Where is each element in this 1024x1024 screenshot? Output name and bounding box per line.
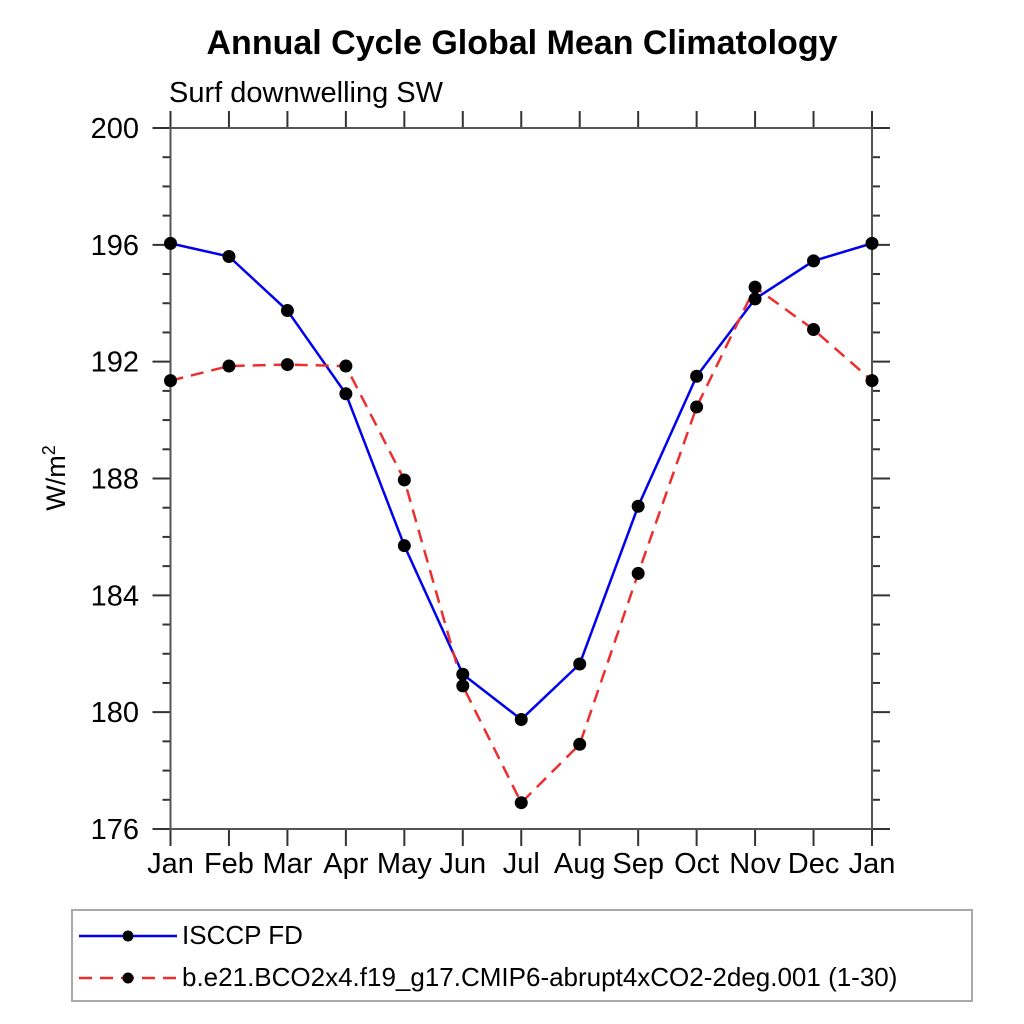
y-tick-label: 176 — [91, 814, 139, 846]
data-point — [456, 679, 470, 693]
x-tick-label: Feb — [204, 848, 254, 880]
data-point — [631, 566, 645, 580]
x-tick-label: Nov — [729, 848, 781, 880]
y-tick-label: 192 — [91, 347, 139, 379]
data-point — [573, 737, 587, 751]
data-point — [280, 358, 294, 372]
legend-line-sample-dashed — [79, 972, 177, 983]
y-axis-ticks — [152, 127, 890, 830]
y-tick-label: 184 — [91, 580, 139, 612]
x-axis-tick-labels: Jan Feb Mar Apr May Jun Jul Aug Sep Oct Nov Dec Jan — [147, 848, 895, 880]
data-point — [222, 359, 236, 373]
series-markers-0 — [164, 236, 879, 726]
data-point — [339, 359, 353, 373]
data-point — [164, 236, 177, 250]
y-axis-label: W/m2 — [39, 378, 75, 578]
data-point — [164, 374, 177, 388]
y-axis-label-sup: 2 — [39, 445, 59, 456]
legend-marker-dot — [122, 930, 134, 941]
y-axis-tick-labels: 176 180 184 188 192 196 200 — [91, 113, 139, 846]
x-tick-label: May — [377, 848, 432, 880]
plot-frame — [169, 127, 873, 830]
data-point — [690, 369, 704, 383]
legend-label: b.e21.BCO2x4.f19_g17.CMIP6-abrupt4xCO2-2… — [182, 962, 898, 992]
data-point — [748, 292, 762, 306]
x-tick-label: Jul — [503, 848, 540, 880]
data-point — [690, 400, 704, 414]
data-point — [865, 236, 879, 250]
legend-item: ISCCP FD — [77, 920, 303, 950]
series-markers-1 — [164, 280, 879, 810]
chart-subtitle: Surf downwelling SW — [169, 77, 443, 109]
data-point — [807, 323, 821, 337]
x-tick-label: Jun — [439, 848, 486, 880]
x-tick-label: Dec — [788, 848, 840, 880]
data-point — [397, 473, 411, 487]
data-point — [222, 250, 236, 264]
data-point — [280, 304, 294, 318]
legend-line-sample-solid — [79, 930, 177, 941]
y-axis-label-base: W/m — [41, 455, 71, 511]
y-tick-label: 200 — [91, 113, 139, 145]
x-tick-label: Apr — [323, 848, 368, 880]
chart-title: Annual Cycle Global Mean Climatology — [206, 24, 838, 62]
data-point — [397, 539, 411, 553]
data-point — [514, 712, 528, 726]
x-axis-ticks — [169, 111, 873, 846]
x-tick-label: Oct — [674, 848, 719, 880]
data-point — [456, 667, 470, 681]
data-point — [573, 657, 587, 671]
data-point — [514, 796, 528, 810]
data-point — [339, 387, 353, 401]
data-point — [865, 374, 879, 388]
x-tick-label: Sep — [612, 848, 664, 880]
data-point — [748, 280, 762, 294]
legend-item: b.e21.BCO2x4.f19_g17.CMIP6-abrupt4xCO2-2… — [77, 962, 898, 992]
x-tick-label: Aug — [554, 848, 606, 880]
x-tick-label: Mar — [262, 848, 312, 880]
x-tick-label: Jan — [849, 848, 896, 880]
x-tick-label: Jan — [147, 848, 194, 880]
y-tick-label: 196 — [91, 230, 139, 262]
data-point — [631, 499, 645, 513]
data-point — [807, 254, 821, 268]
legend-label: ISCCP FD — [182, 920, 303, 950]
y-tick-label: 180 — [91, 697, 139, 729]
legend-marker-dot — [122, 972, 134, 983]
series-line-0 — [170, 242, 873, 722]
legend: ISCCP FD b.e21.BCO2x4.f19_g17.CMIP6-abru… — [71, 909, 973, 1002]
y-tick-label: 188 — [91, 464, 139, 496]
